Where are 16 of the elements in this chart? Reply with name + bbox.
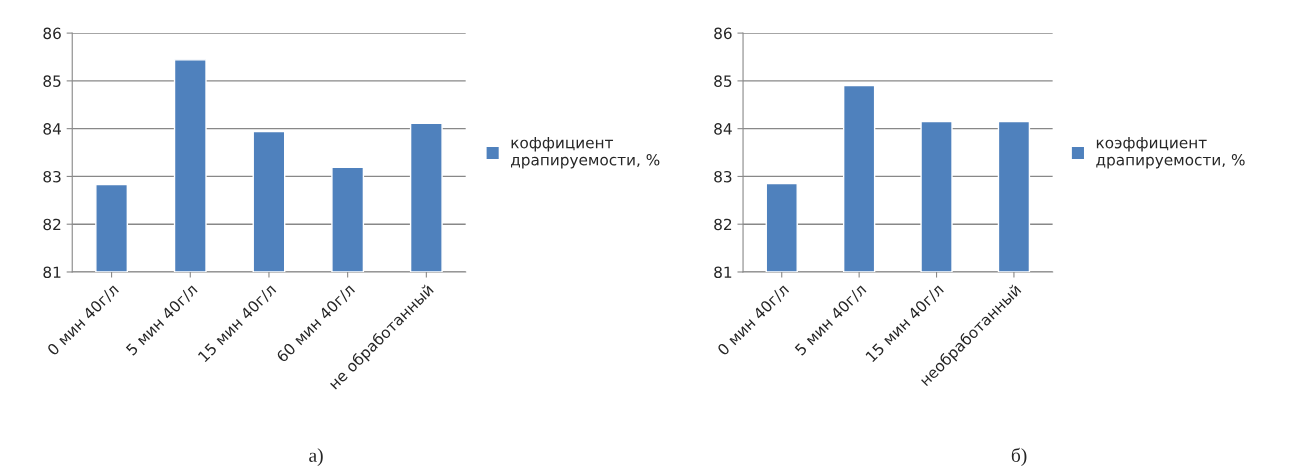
legend-label: коффициент драпируемости, % (511, 137, 660, 169)
y-tick-label: 84 (43, 123, 61, 135)
text: а) (309, 448, 323, 466)
y-tick-label: 85 (714, 75, 732, 87)
y-tick-label: 82 (714, 218, 732, 231)
y-tick-label: 86 (43, 27, 61, 40)
y-tick-label: 83 (714, 170, 732, 183)
y-tick-label: 81 (43, 266, 61, 278)
y-tick-label: 83 (43, 170, 61, 183)
y-tick-label: 81 (714, 266, 732, 278)
y-tick-label: 85 (43, 75, 61, 87)
legend-label: коэффициент драпируемости, % (1096, 137, 1245, 169)
y-tick-label: 86 (714, 27, 732, 40)
text: б) (1011, 447, 1027, 466)
y-tick-label: 84 (714, 123, 732, 135)
y-tick-label: 82 (43, 218, 61, 231)
